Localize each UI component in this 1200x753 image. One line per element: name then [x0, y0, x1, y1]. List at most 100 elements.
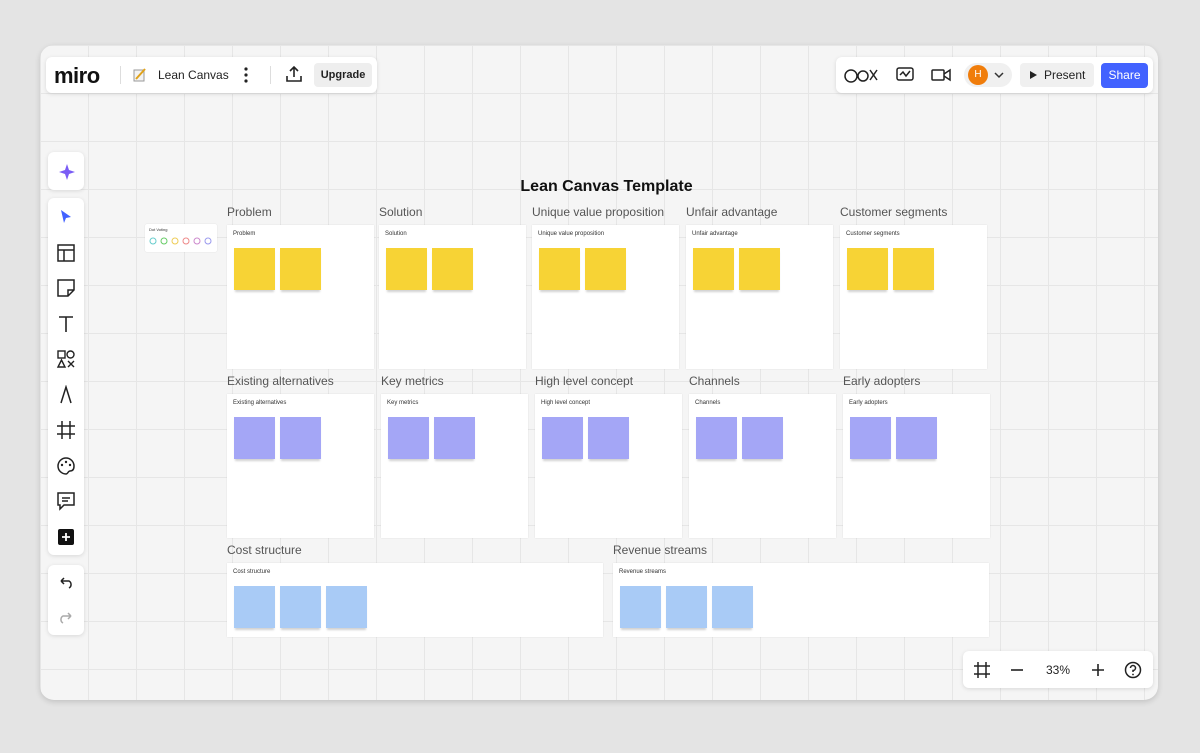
sticky-note[interactable] — [326, 586, 367, 628]
video-button[interactable] — [931, 66, 951, 84]
sticky-note[interactable] — [434, 417, 475, 459]
frame[interactable]: Existing alternatives — [227, 394, 374, 538]
sticky-note[interactable] — [280, 586, 321, 628]
frame[interactable]: Cost structure — [227, 563, 603, 637]
sticky-note[interactable] — [539, 248, 580, 290]
sticky-note[interactable] — [585, 248, 626, 290]
frame-title: High level concept — [541, 400, 591, 406]
undo-button[interactable] — [57, 575, 75, 589]
sticky-note[interactable] — [666, 586, 707, 628]
export-button[interactable] — [285, 65, 303, 83]
ai-button[interactable] — [57, 162, 75, 180]
sticky-note-tool[interactable] — [56, 278, 76, 298]
frame-title: Problem — [233, 231, 256, 237]
divider — [120, 66, 121, 84]
logo[interactable]: miro — [54, 63, 100, 88]
sticky-note[interactable] — [742, 417, 783, 459]
fit-button[interactable] — [973, 661, 991, 679]
board-name[interactable]: Lean Canvas — [158, 68, 229, 82]
frame-label: Channels — [689, 374, 740, 388]
board-title: Lean Canvas Template — [520, 178, 693, 195]
sticky-note[interactable] — [588, 417, 629, 459]
sticky-note[interactable] — [280, 417, 321, 459]
sticky-note[interactable] — [388, 417, 429, 459]
sticky-note[interactable] — [739, 248, 780, 290]
frame-label: Customer segments — [840, 205, 948, 219]
frame-label: Cost structure — [227, 543, 302, 557]
sticky-note[interactable] — [234, 248, 275, 290]
dot-voting-title: Dot Voting — [149, 227, 168, 232]
zoom-level[interactable]: 33% — [1045, 663, 1071, 677]
activity-button[interactable] — [896, 66, 914, 84]
frame-title: Solution — [385, 231, 407, 237]
frame-label: Early adopters — [843, 374, 921, 388]
play-icon — [1030, 71, 1037, 79]
frame[interactable]: High level concept — [535, 394, 682, 538]
zoom-bar: 33% — [963, 651, 1153, 688]
frame-tool[interactable] — [56, 420, 76, 440]
sticky-note[interactable] — [280, 248, 321, 290]
text-tool[interactable] — [56, 314, 76, 334]
frame-label: Solution — [379, 205, 423, 219]
reactions-button[interactable] — [844, 66, 880, 84]
sticky-note[interactable] — [696, 417, 737, 459]
more-tools[interactable] — [56, 527, 76, 547]
frame-label: Unique value proposition — [532, 205, 665, 219]
sticky-note[interactable] — [542, 417, 583, 459]
user-menu[interactable]: H — [964, 63, 1012, 87]
redo-button[interactable] — [57, 610, 75, 624]
avatar[interactable]: H — [968, 65, 988, 85]
frame[interactable]: Unique value proposition — [532, 225, 679, 369]
frame-label: Unfair advantage — [686, 205, 778, 219]
sticky-note[interactable] — [847, 248, 888, 290]
frame-title: Existing alternatives — [233, 400, 287, 406]
comment-tool[interactable] — [56, 491, 76, 511]
help-button[interactable] — [1124, 661, 1142, 679]
share-button[interactable]: Share — [1101, 63, 1148, 88]
divider — [270, 66, 271, 84]
frame[interactable]: Revenue streams — [613, 563, 989, 637]
frame[interactable]: Problem — [227, 225, 374, 369]
select-tool[interactable] — [56, 207, 76, 227]
tools-toolbar — [48, 198, 84, 555]
sticky-note[interactable] — [693, 248, 734, 290]
frame-label: Problem — [227, 205, 272, 219]
sticky-note[interactable] — [896, 417, 937, 459]
pen-tool[interactable] — [56, 384, 76, 405]
frame-title: Key metrics — [387, 400, 419, 406]
sticky-note[interactable] — [850, 417, 891, 459]
frame-title: Unique value proposition — [538, 231, 605, 237]
frame-title: Revenue streams — [619, 569, 667, 575]
frame[interactable]: Unfair advantage — [686, 225, 833, 369]
frame[interactable]: Customer segments — [840, 225, 987, 369]
sticky-note[interactable] — [386, 248, 427, 290]
sticky-note[interactable] — [234, 417, 275, 459]
frame-title: Channels — [695, 400, 721, 406]
sticky-note[interactable] — [234, 586, 275, 628]
sticky-note[interactable] — [712, 586, 753, 628]
shapes-tool[interactable] — [56, 349, 76, 369]
sticky-note[interactable] — [893, 248, 934, 290]
templates-tool[interactable] — [56, 243, 76, 263]
board-icon — [133, 68, 146, 82]
frame[interactable]: Channels — [689, 394, 836, 538]
frame[interactable]: Key metrics — [381, 394, 528, 538]
frame-title: Early adopters — [849, 400, 888, 406]
frame-title: Customer segments — [846, 231, 900, 237]
top-left-bar: miro Lean Canvas Upgrade — [46, 57, 377, 93]
present-button[interactable]: Present — [1020, 63, 1094, 87]
sticky-note[interactable] — [620, 586, 661, 628]
board-window: miro Lean Canvas Upgrade H Present Share… — [40, 45, 1158, 700]
upgrade-button[interactable]: Upgrade — [314, 63, 372, 87]
sticky-note[interactable] — [432, 248, 473, 290]
dot-voting-widget[interactable]: Dot Voting — [145, 224, 217, 252]
zoom-out-button[interactable] — [1010, 668, 1024, 672]
menu-button[interactable] — [242, 66, 250, 84]
stickers-tool[interactable] — [56, 456, 76, 476]
frame[interactable]: Early adopters — [843, 394, 990, 538]
frame[interactable]: Solution — [379, 225, 526, 369]
chevron — [994, 72, 1004, 79]
top-right-bar: H Present Share — [836, 57, 1153, 93]
zoom-in-button[interactable] — [1091, 663, 1105, 677]
